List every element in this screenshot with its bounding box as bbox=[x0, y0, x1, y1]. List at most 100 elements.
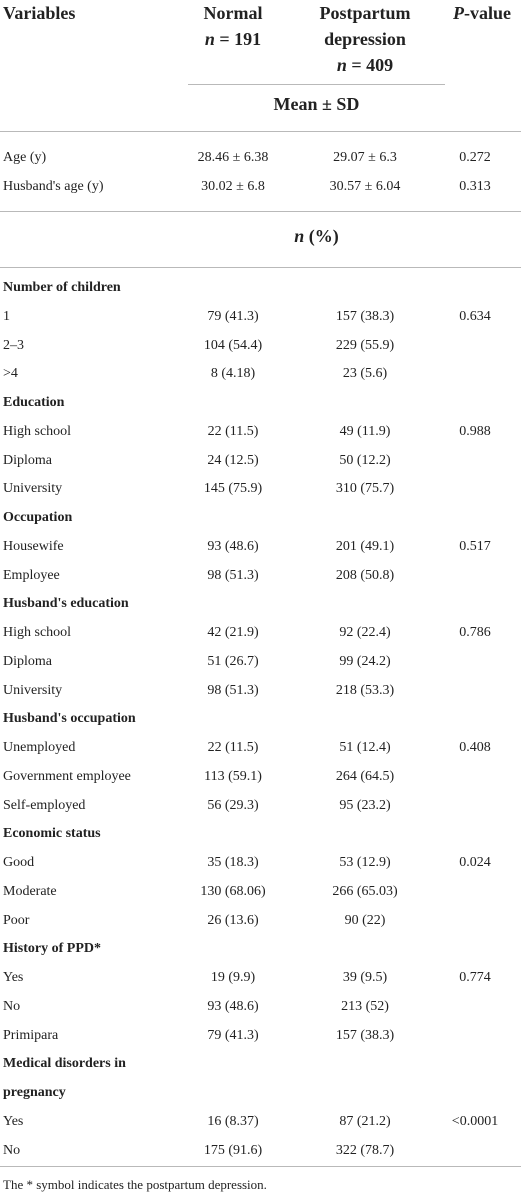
ppd-value: 157 (38.3) bbox=[335, 308, 395, 324]
ppd-value: 201 (49.1) bbox=[335, 538, 395, 554]
divider-mean bbox=[0, 211, 521, 212]
row-label: University bbox=[3, 682, 63, 698]
normal-value: 51 (26.7) bbox=[207, 653, 259, 669]
group-title: Education bbox=[3, 395, 65, 410]
ppd-value: 229 (55.9) bbox=[335, 337, 395, 353]
row-label: 1 bbox=[3, 308, 10, 324]
row-label: 2–3 bbox=[3, 337, 24, 353]
ppd-value: 310 (75.7) bbox=[335, 481, 395, 497]
p-value: 0.786 bbox=[459, 625, 491, 640]
ppd-value: 51 (12.4) bbox=[339, 740, 391, 755]
row-label: Diploma bbox=[3, 653, 52, 669]
ppd-value: 50 (12.2) bbox=[339, 452, 391, 468]
group-title: History of PPD* bbox=[3, 941, 101, 957]
ppd-value: 30.57 ± 6.04 bbox=[329, 179, 401, 194]
p-value: <0.0001 bbox=[451, 1113, 499, 1129]
group-title: Economic status bbox=[3, 826, 101, 842]
header-ppd-line1: Postpartum bbox=[319, 3, 411, 23]
normal-value: 79 (41.3) bbox=[207, 1027, 259, 1043]
group-title: pregnancy bbox=[3, 1085, 66, 1100]
row-label: Age (y) bbox=[3, 150, 47, 165]
normal-value: 28.46 ± 6.38 bbox=[197, 150, 269, 165]
p-value: 0.313 bbox=[459, 179, 491, 194]
row-label: High school bbox=[3, 625, 72, 640]
header-normal-n: n = 191 bbox=[204, 29, 262, 49]
header-mean-sd: Mean ± SD bbox=[273, 94, 360, 114]
header-divider bbox=[188, 84, 445, 85]
normal-value: 24 (12.5) bbox=[207, 452, 259, 468]
p-value: 0.634 bbox=[459, 308, 491, 324]
header-pvalue: P-value bbox=[453, 0, 511, 26]
p-value: 0.272 bbox=[459, 150, 491, 165]
divider-n-percent bbox=[0, 267, 521, 268]
row-label: No bbox=[3, 1142, 21, 1158]
ppd-value: 87 (21.2) bbox=[339, 1113, 391, 1129]
row-label: Employee bbox=[3, 567, 60, 583]
group-title: Occupation bbox=[3, 510, 73, 525]
ppd-value: 266 (65.03) bbox=[332, 883, 398, 899]
group-title: Medical disorders in bbox=[3, 1056, 126, 1072]
normal-value: 30.02 ± 6.8 bbox=[201, 179, 265, 194]
ppd-value: 90 (22) bbox=[344, 912, 386, 928]
normal-value: 8 (4.18) bbox=[210, 366, 256, 382]
normal-value: 93 (48.6) bbox=[207, 998, 259, 1014]
ppd-value: 322 (78.7) bbox=[335, 1142, 395, 1158]
row-label: Primipara bbox=[3, 1027, 59, 1043]
n-percent-label: n (%) bbox=[188, 223, 445, 249]
ppd-value: 53 (12.9) bbox=[339, 855, 391, 870]
normal-value: 22 (11.5) bbox=[207, 740, 259, 755]
group-title: Husband's education bbox=[3, 596, 129, 612]
ppd-value: 213 (52) bbox=[341, 998, 389, 1014]
ppd-value: 39 (9.5) bbox=[342, 970, 388, 985]
n-percent-n: n bbox=[294, 226, 305, 246]
normal-value: 19 (9.9) bbox=[210, 970, 256, 985]
n-symbol: n bbox=[204, 29, 215, 49]
normal-value: 35 (18.3) bbox=[207, 855, 259, 870]
group-title: Husband's occupation bbox=[3, 711, 136, 727]
normal-value: 98 (51.3) bbox=[207, 682, 259, 698]
p-value: 0.408 bbox=[459, 740, 491, 755]
row-label: Moderate bbox=[3, 883, 57, 899]
row-label: Housewife bbox=[3, 538, 64, 554]
ppd-value: 218 (53.3) bbox=[335, 682, 395, 698]
row-label: Yes bbox=[3, 970, 24, 985]
p-value: 0.774 bbox=[459, 970, 491, 985]
row-label: Diploma bbox=[3, 452, 52, 468]
row-label: Yes bbox=[3, 1113, 24, 1129]
pvalue-rest: -value bbox=[464, 3, 511, 23]
row-label: High school bbox=[3, 423, 72, 439]
normal-value: 42 (21.9) bbox=[207, 625, 259, 640]
normal-value: 16 (8.37) bbox=[207, 1113, 259, 1129]
row-label: Good bbox=[3, 855, 35, 870]
n-percent-rest: (%) bbox=[304, 226, 339, 246]
normal-value: 130 (68.06) bbox=[200, 883, 266, 899]
row-label: >4 bbox=[3, 366, 18, 382]
ppd-value: 29.07 ± 6.3 bbox=[333, 150, 397, 165]
normal-value: 175 (91.6) bbox=[203, 1142, 263, 1158]
ppd-value: 208 (50.8) bbox=[335, 567, 395, 583]
ppd-value: 23 (5.6) bbox=[342, 366, 388, 382]
header-ppd-n: n = 409 bbox=[336, 55, 394, 75]
p-value: 0.517 bbox=[459, 538, 491, 554]
ppd-value: 157 (38.3) bbox=[335, 1027, 395, 1043]
header-ppd-line2: depression bbox=[324, 29, 406, 49]
normal-value: 79 (41.3) bbox=[207, 308, 259, 324]
divider-header bbox=[0, 131, 521, 132]
normal-value: 145 (75.9) bbox=[203, 481, 263, 497]
normal-value: 98 (51.3) bbox=[207, 567, 259, 583]
row-label: Government employee bbox=[3, 768, 131, 784]
row-label: Self-employed bbox=[3, 797, 86, 813]
group-title: Number of children bbox=[3, 280, 121, 295]
normal-value: 26 (13.6) bbox=[207, 912, 259, 928]
row-label: Husband's age (y) bbox=[3, 179, 104, 194]
divider-bottom bbox=[0, 1166, 521, 1167]
header-variables: Variables bbox=[3, 3, 76, 23]
normal-value: 113 (59.1) bbox=[204, 768, 262, 784]
row-label: Unemployed bbox=[3, 740, 76, 755]
ppd-value: 92 (22.4) bbox=[339, 625, 391, 640]
normal-value: 22 (11.5) bbox=[207, 423, 259, 439]
normal-value: 93 (48.6) bbox=[207, 538, 259, 554]
p-value: 0.988 bbox=[459, 423, 491, 439]
normal-value: 56 (29.3) bbox=[207, 797, 259, 813]
ppd-value: 99 (24.2) bbox=[339, 653, 391, 669]
